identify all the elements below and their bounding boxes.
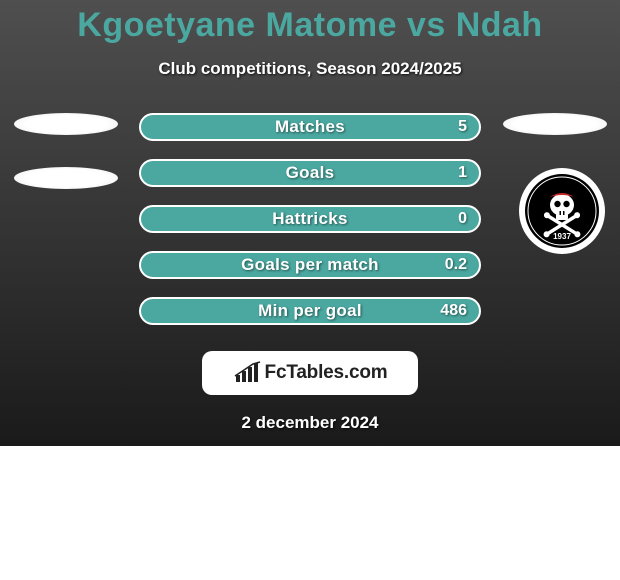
- comparison-card: Kgoetyane Matome vs Ndah Club competitio…: [0, 0, 620, 446]
- left-player-badges: [8, 113, 123, 221]
- comparison-body: 1937 Matches 5 Goals 1 Hattricks 0 Goals per m…: [0, 113, 620, 333]
- stat-label: Min per goal: [258, 301, 362, 321]
- bar-chart-icon: [233, 361, 263, 385]
- right-player-club-logo: 1937: [518, 167, 606, 255]
- stat-bars: Matches 5 Goals 1 Hattricks 0 Goals per match 0…: [139, 113, 481, 325]
- comparison-title: Kgoetyane Matome vs Ndah: [0, 0, 620, 45]
- stat-bar: Min per goal 486: [139, 297, 481, 325]
- stat-label: Goals per match: [241, 255, 379, 275]
- stat-bar: Goals per match 0.2: [139, 251, 481, 279]
- stat-bar: Goals 1: [139, 159, 481, 187]
- orlando-pirates-icon: 1937: [518, 167, 606, 255]
- stat-right-value: 0: [458, 210, 467, 228]
- left-player-placeholder-2: [14, 167, 118, 189]
- stat-right-value: 1: [458, 164, 467, 182]
- stat-right-value: 5: [458, 118, 467, 136]
- comparison-date: 2 december 2024: [0, 413, 620, 433]
- brand-pill[interactable]: FcTables.com: [202, 351, 418, 395]
- right-player-placeholder: [503, 113, 607, 135]
- right-player-badges: 1937: [497, 113, 612, 255]
- stat-label: Goals: [286, 163, 335, 183]
- stat-right-value: 0.2: [445, 256, 467, 274]
- brand-text: FcTables.com: [265, 362, 388, 384]
- club-year: 1937: [553, 232, 571, 241]
- stat-right-value: 486: [440, 302, 467, 320]
- left-player-placeholder-1: [14, 113, 118, 135]
- stat-label: Matches: [275, 117, 345, 137]
- stat-bar: Hattricks 0: [139, 205, 481, 233]
- stat-label: Hattricks: [272, 209, 347, 229]
- stat-bar: Matches 5: [139, 113, 481, 141]
- comparison-subtitle: Club competitions, Season 2024/2025: [0, 59, 620, 79]
